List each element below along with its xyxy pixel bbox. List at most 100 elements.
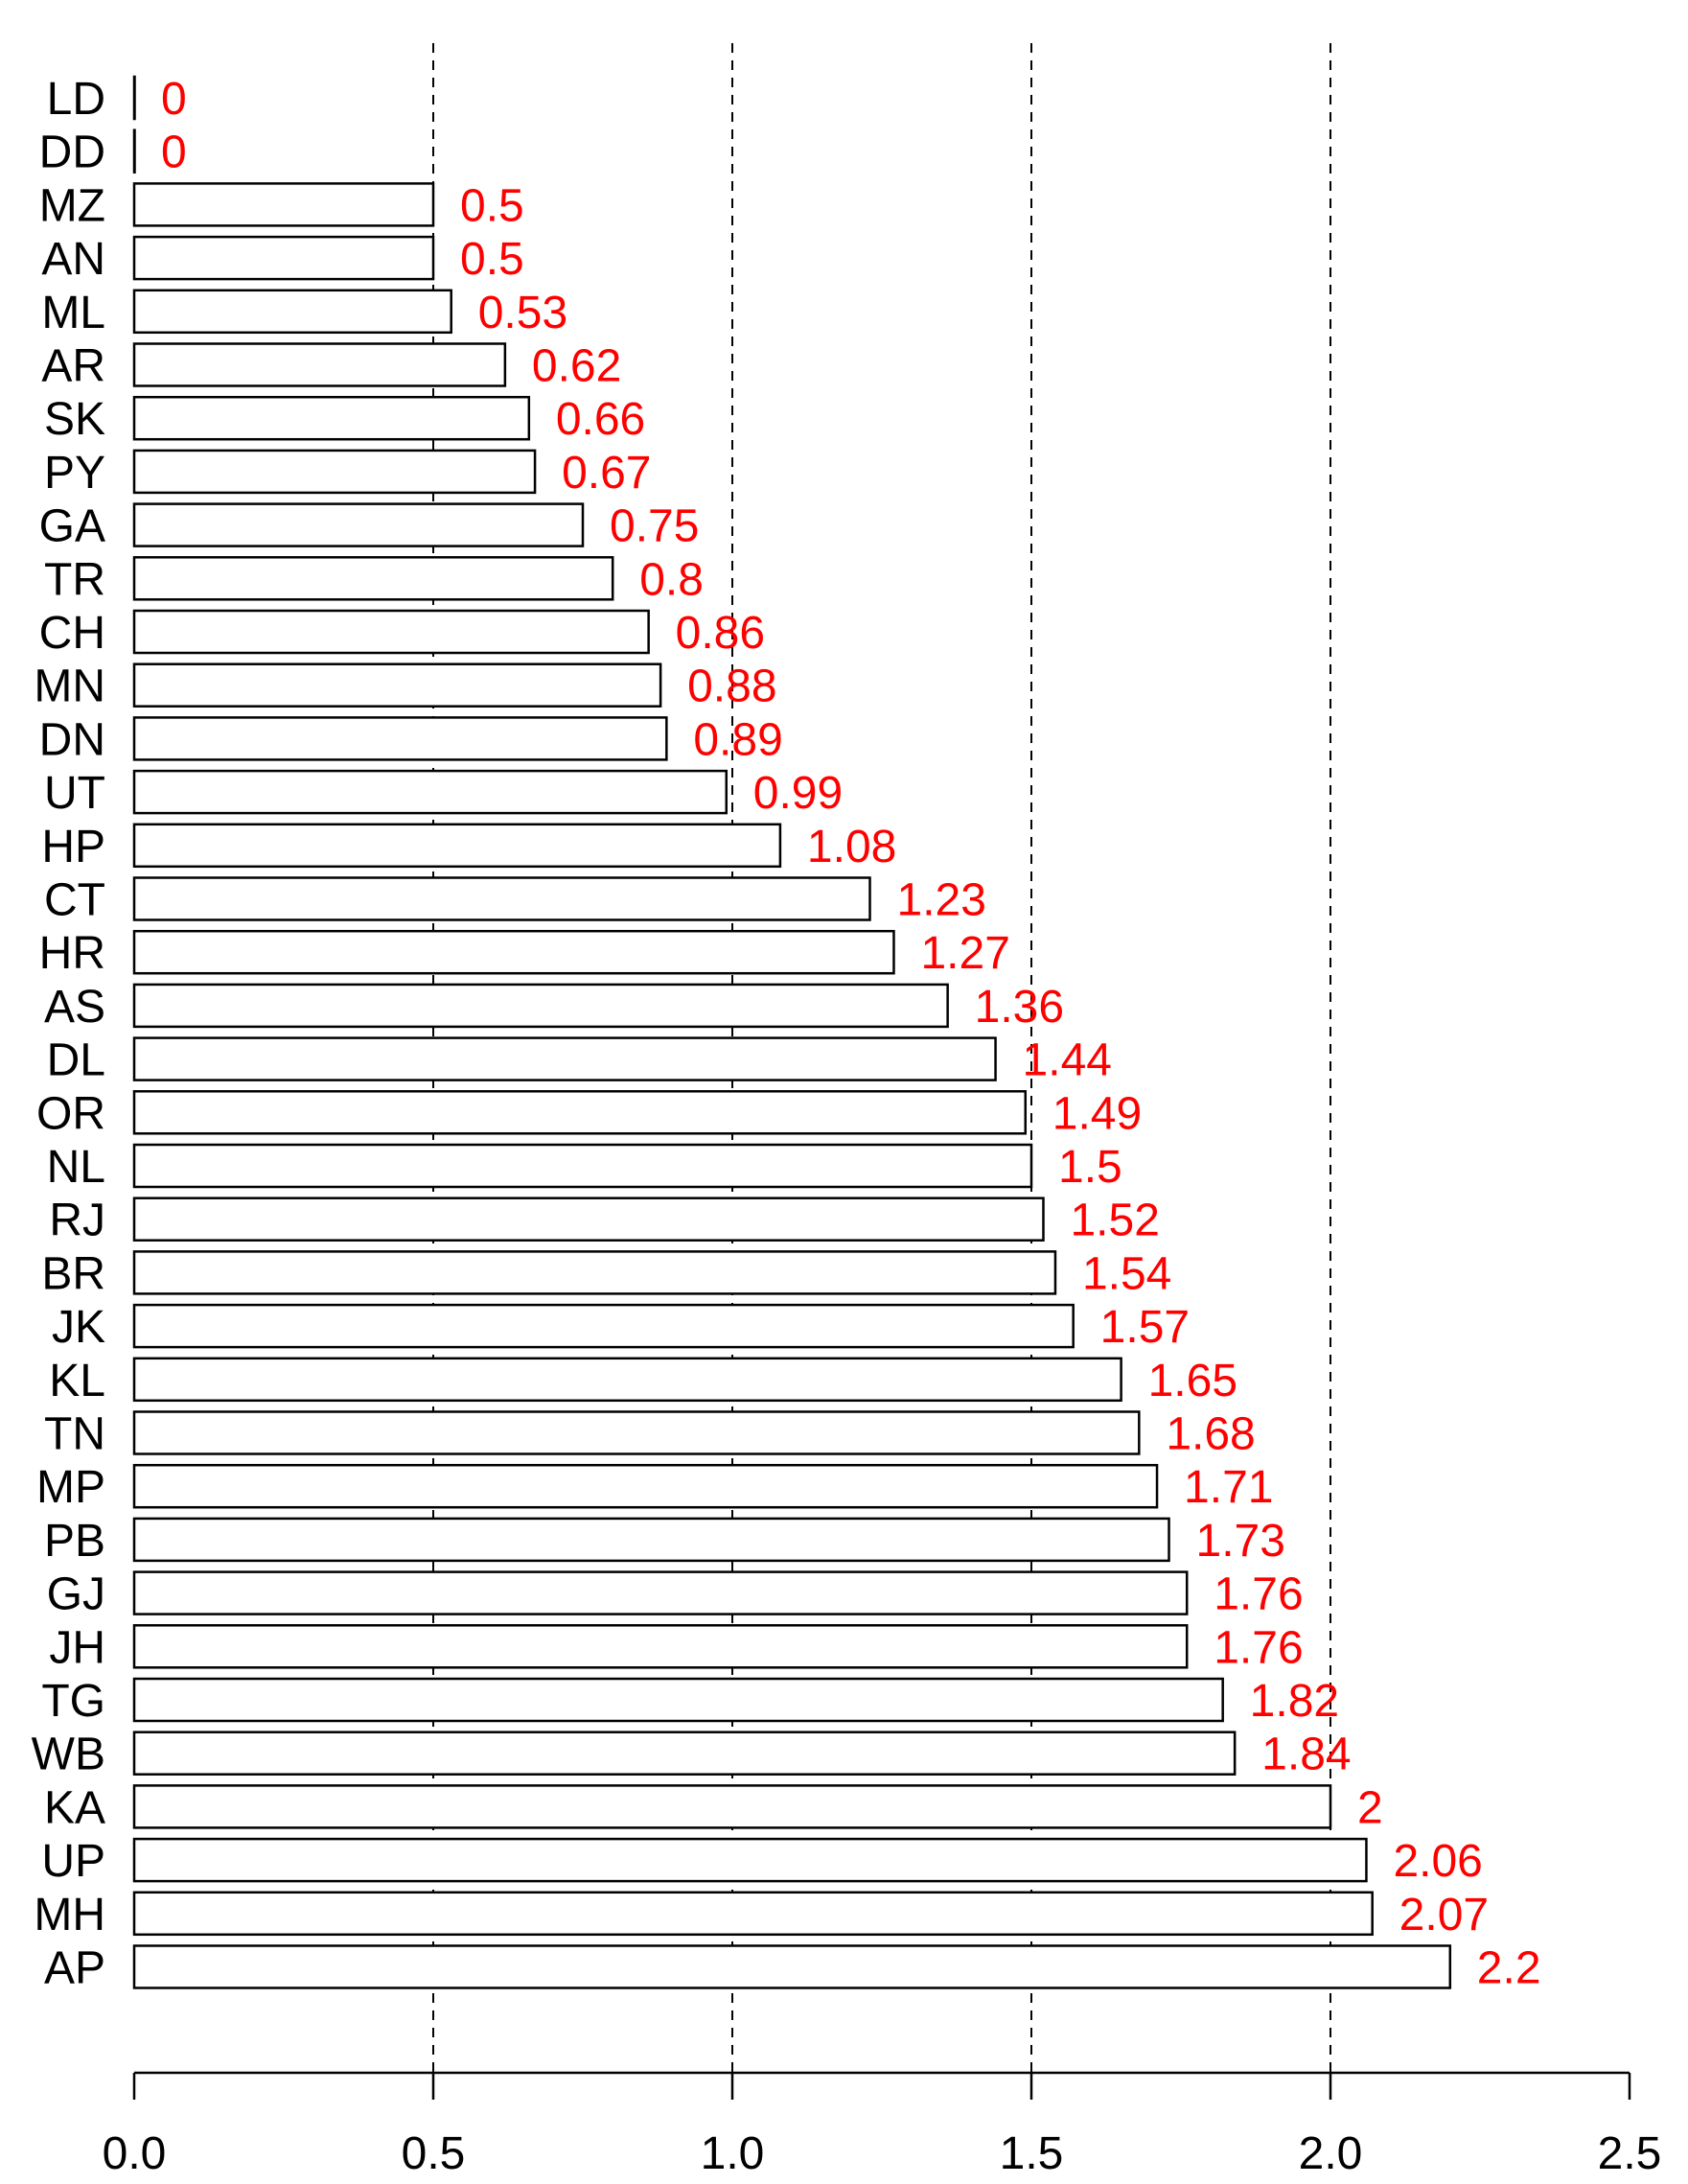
category-label: PY: [44, 448, 105, 499]
category-label: JK: [52, 1302, 105, 1353]
category-label: KL: [49, 1356, 105, 1406]
value-label: 2: [1357, 1782, 1383, 1833]
x-tick-label: 2.5: [1598, 2128, 1662, 2179]
category-label: MH: [34, 1890, 105, 1940]
category-label: ML: [41, 288, 105, 338]
value-label: 1.27: [920, 928, 1009, 979]
category-label: AR: [41, 341, 105, 392]
value-label: 1.65: [1148, 1356, 1237, 1406]
bar: [132, 716, 668, 761]
bar: [132, 1143, 1033, 1189]
value-label: 2.2: [1477, 1943, 1541, 1994]
category-label: MZ: [39, 180, 105, 231]
value-label: 0.5: [460, 234, 524, 285]
bar: [132, 983, 949, 1029]
bar: [132, 929, 895, 975]
bars: [132, 75, 1452, 1989]
value-label: 1.23: [897, 875, 986, 926]
bar: [132, 1891, 1374, 1937]
value-label: 1.76: [1214, 1622, 1303, 1673]
bar: [132, 1624, 1189, 1669]
value-label: 1.73: [1196, 1516, 1285, 1567]
value-label: 1.08: [807, 822, 896, 872]
value-label: 0.53: [478, 288, 567, 338]
category-label: TR: [44, 554, 105, 605]
category-label: DL: [47, 1035, 105, 1086]
category-label: TN: [44, 1409, 105, 1460]
category-label: WB: [32, 1730, 105, 1780]
bar: [132, 502, 585, 547]
category-label: NL: [47, 1142, 105, 1193]
x-tick-label: 2.0: [1299, 2128, 1363, 2179]
bar: [132, 182, 435, 227]
bar: [132, 289, 452, 335]
value-label: 1.5: [1058, 1142, 1122, 1193]
bar: [132, 449, 537, 495]
category-label: RJ: [49, 1196, 105, 1246]
value-label: 0.67: [562, 448, 651, 499]
value-label: 1.84: [1261, 1730, 1351, 1780]
bar: [132, 1731, 1237, 1776]
category-label: GA: [39, 501, 105, 552]
bar: [132, 823, 782, 869]
value-label: 2.06: [1393, 1836, 1482, 1887]
x-tick-label: 1.0: [701, 2128, 765, 2179]
bar: [132, 1517, 1170, 1563]
category-label: JH: [49, 1622, 105, 1673]
bar: [132, 235, 435, 281]
value-label: 1.71: [1184, 1462, 1273, 1513]
bar: [132, 1837, 1368, 1883]
bar: [132, 1677, 1224, 1723]
x-tick-label: 0.5: [402, 2128, 466, 2179]
value-label: 0.66: [556, 394, 645, 445]
value-label: 1.76: [1214, 1569, 1303, 1620]
value-label: 1.57: [1100, 1302, 1190, 1353]
value-label: 0.75: [610, 501, 699, 552]
bar: [132, 128, 136, 174]
value-label: 1.49: [1052, 1088, 1142, 1139]
category-label: CT: [44, 875, 105, 926]
category-label: DN: [39, 714, 105, 765]
category-label: PB: [44, 1516, 105, 1567]
category-labels: LDDDMZANMLARSKPYGATRCHMNDNUTHPCTHRASDLOR…: [32, 74, 105, 1994]
value-label: 1.68: [1166, 1409, 1255, 1460]
x-tick-label: 0.0: [103, 2128, 167, 2179]
bar: [132, 609, 650, 655]
value-label: 0.62: [532, 341, 621, 392]
category-label: AS: [44, 982, 105, 1033]
value-label: 0.88: [687, 662, 776, 712]
category-label: MP: [36, 1462, 105, 1513]
x-axis: 0.0 0.5 1.0 1.5 2.0 2.5: [103, 2071, 1662, 2179]
category-label: GJ: [47, 1569, 105, 1620]
bar: [132, 395, 531, 441]
category-label: HP: [41, 822, 105, 872]
value-label: 0.99: [753, 768, 843, 819]
value-label: 1.52: [1070, 1196, 1159, 1246]
bar: [132, 556, 614, 601]
value-label: 1.82: [1250, 1676, 1339, 1727]
bar: [132, 662, 662, 708]
category-label: HR: [39, 928, 105, 979]
category-label: BR: [41, 1248, 105, 1299]
category-label: MN: [34, 662, 105, 712]
bar: [132, 1090, 1028, 1135]
bar: [132, 1197, 1045, 1242]
bar: [132, 75, 136, 121]
bar: [132, 1570, 1189, 1615]
bar: [132, 1784, 1332, 1829]
value-label: 0.5: [460, 180, 524, 231]
bar: [132, 1303, 1075, 1349]
category-label: CH: [39, 608, 105, 659]
value-label: 1.54: [1082, 1248, 1171, 1299]
category-label: LD: [47, 74, 105, 125]
bar: [132, 876, 871, 921]
bar: [132, 1250, 1057, 1295]
bar: [132, 1944, 1452, 1989]
value-label: 0: [161, 128, 187, 178]
value-label: 0.89: [693, 714, 782, 765]
category-label: UP: [41, 1836, 105, 1887]
x-tick-label: 1.5: [1000, 2128, 1064, 2179]
value-labels: 000.50.50.530.620.660.670.750.80.860.880…: [161, 74, 1541, 1994]
bar: [132, 342, 507, 387]
